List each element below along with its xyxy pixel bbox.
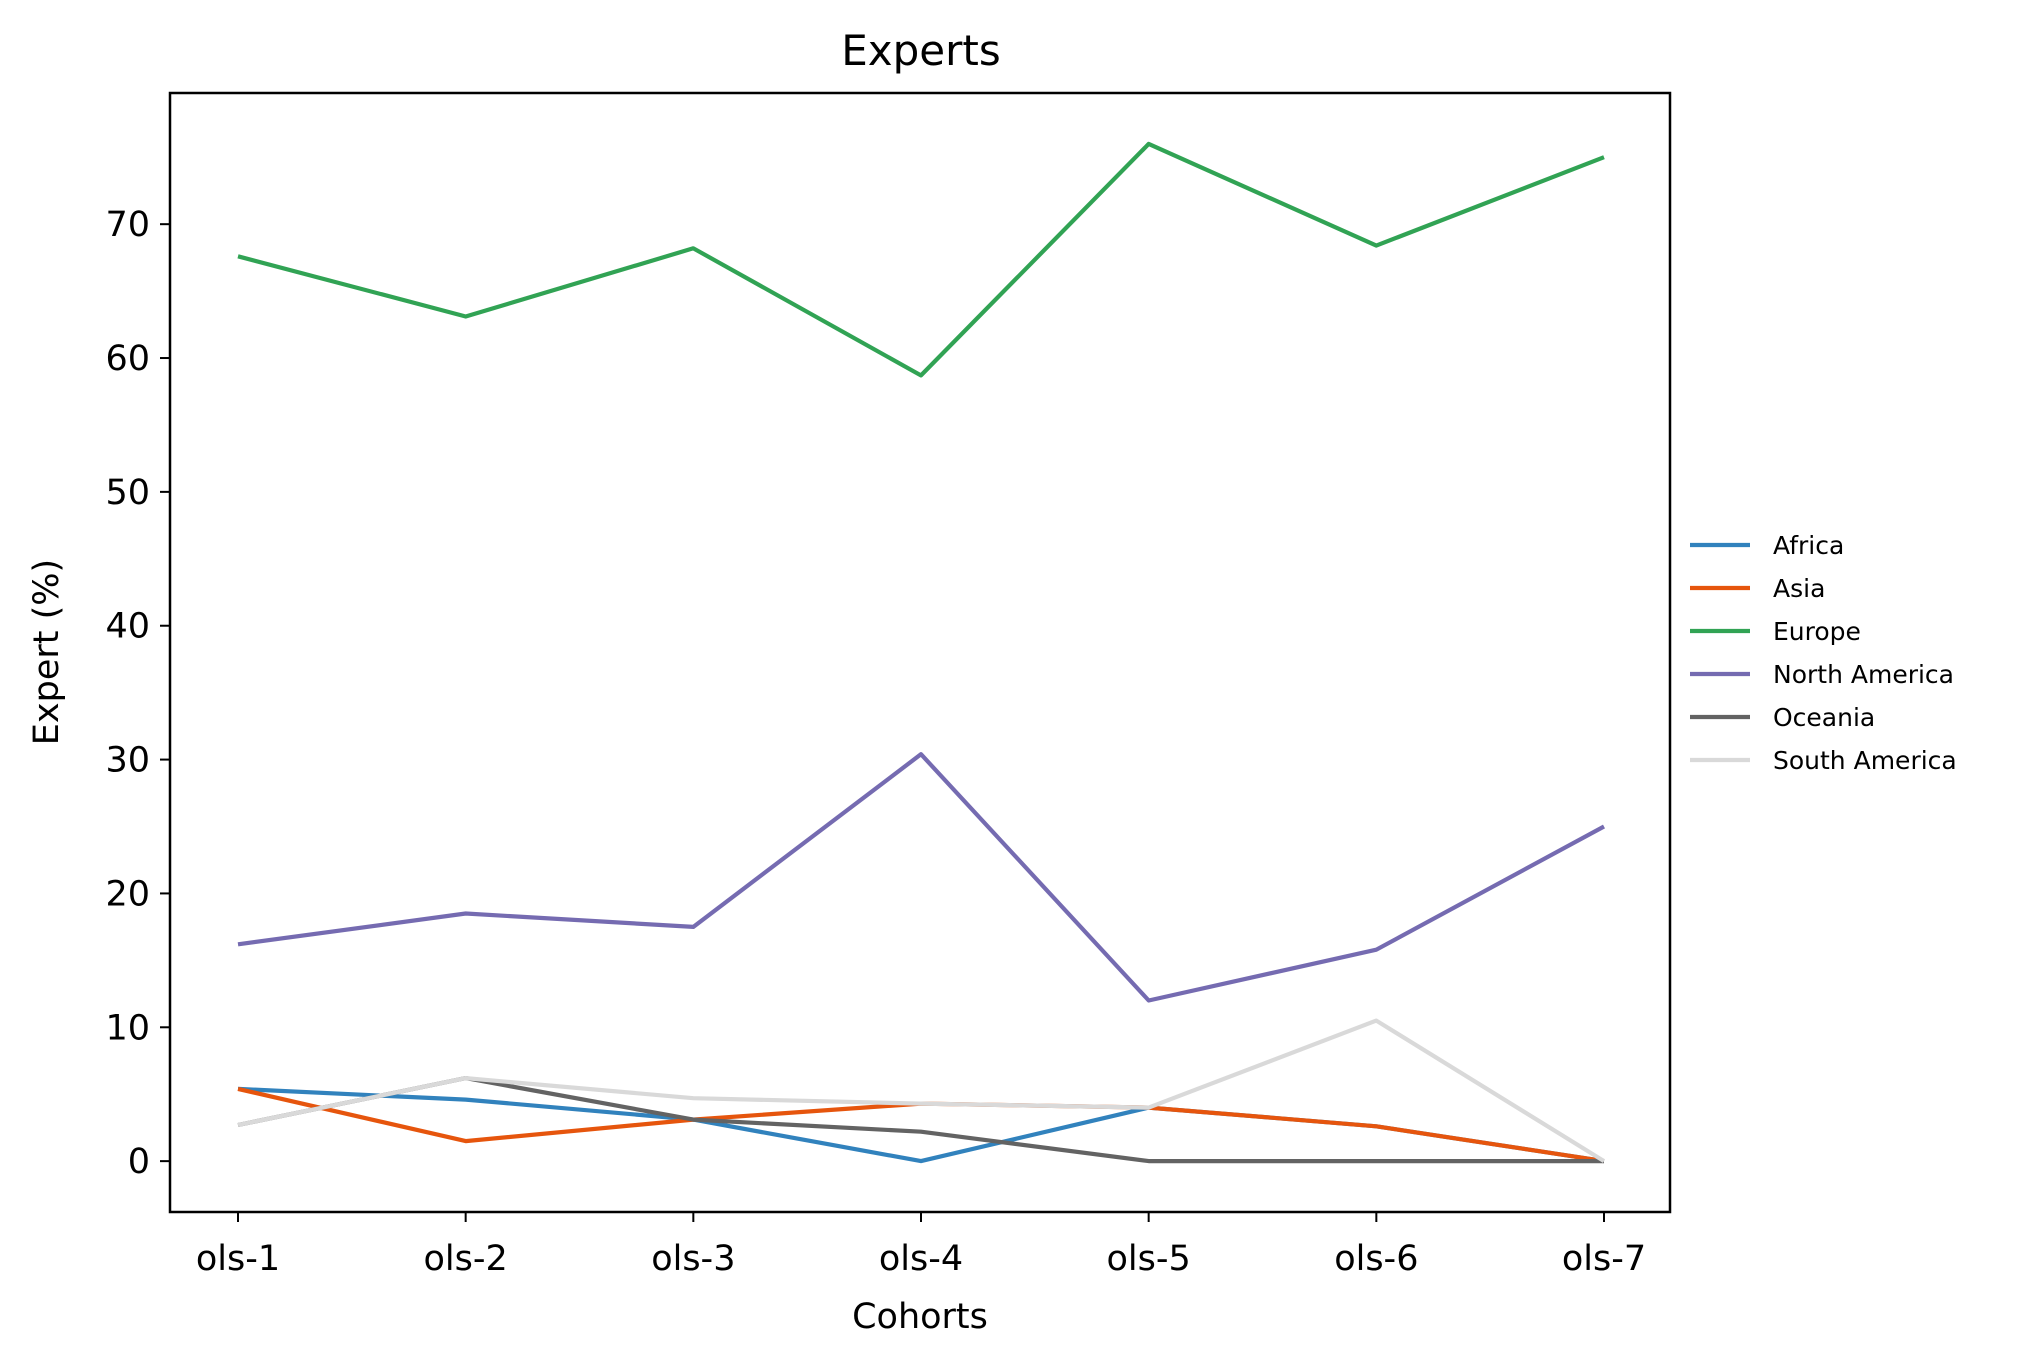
x-axis-title: Cohorts [852, 1297, 988, 1337]
y-axis: 0 10 20 30 40 50 60 70 [105, 205, 170, 1182]
x-tick-label-ols-3: ols-3 [651, 1239, 735, 1279]
x-axis: ols-1 ols-2 ols-3 ols-4 ols-5 ols-6 ols-7 [196, 1212, 1646, 1279]
x-tick-label-ols-5: ols-5 [1107, 1239, 1191, 1279]
x-tick-label-ols-1: ols-1 [196, 1239, 280, 1279]
legend-label-south-america: South America [1773, 746, 1957, 775]
series-line-europe [237, 141, 1605, 378]
y-tick-label-70: 70 [105, 205, 150, 245]
y-tick-label-40: 40 [105, 607, 150, 647]
series-line-south-america [237, 1018, 1606, 1163]
y-tick-label-60: 60 [105, 339, 150, 379]
legend-label-europe: Europe [1773, 617, 1861, 646]
series-layer [237, 141, 1606, 1164]
x-tick-label-ols-2: ols-2 [424, 1239, 508, 1279]
y-tick-label-20: 20 [105, 874, 150, 914]
y-tick-label-30: 30 [105, 741, 150, 781]
y-tick-label-0: 0 [128, 1142, 150, 1182]
x-tick-label-ols-6: ols-6 [1334, 1239, 1418, 1279]
x-tick-label-ols-7: ols-7 [1562, 1239, 1646, 1279]
x-tick-label-ols-4: ols-4 [879, 1239, 963, 1279]
y-axis-title: Expert (%) [27, 559, 67, 745]
legend: Africa Asia Europe North America Oceania Sout… [1690, 531, 1957, 775]
legend-label-africa: Africa [1773, 531, 1844, 560]
y-tick-label-50: 50 [105, 473, 150, 513]
y-tick-label-10: 10 [105, 1008, 150, 1048]
legend-label-asia: Asia [1773, 574, 1825, 603]
series-line-north-america [237, 752, 1605, 1003]
legend-label-oceania: Oceania [1773, 703, 1875, 732]
legend-label-north-america: North America [1773, 660, 1954, 689]
chart-title: Experts [841, 26, 1001, 75]
